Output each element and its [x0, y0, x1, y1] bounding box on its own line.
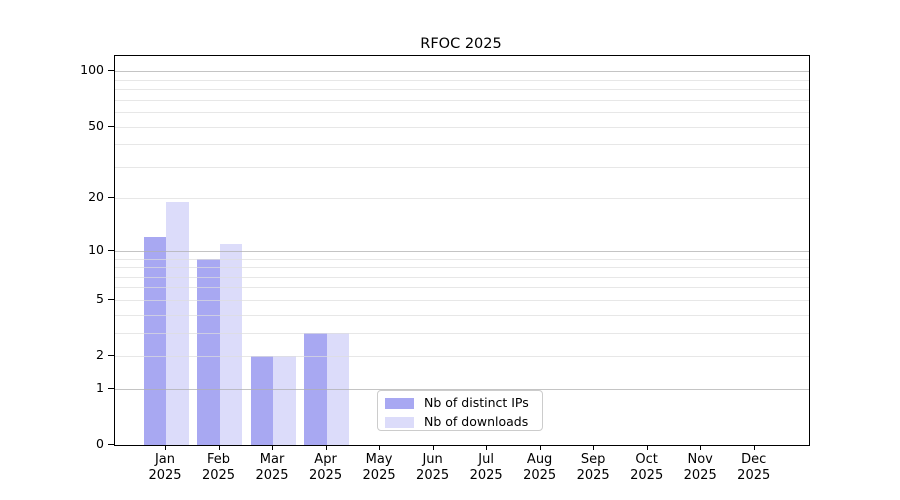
bar-dl-mar [273, 356, 296, 445]
x-tick-label-aug: Aug 2025 [508, 452, 572, 483]
y-tick-20 [108, 197, 114, 199]
x-tick-sep [593, 445, 595, 450]
x-label-month: Mar [259, 452, 285, 467]
x-tick-label-dec: Dec 2025 [722, 452, 786, 483]
x-tick-feb [218, 445, 220, 450]
gridline-y-50 [115, 126, 809, 128]
y-tick-50 [108, 125, 114, 127]
x-label-month: Dec [741, 452, 767, 467]
legend-label-distinct-ips: Nb of distinct IPs [424, 395, 529, 410]
x-tick-dec [753, 445, 755, 450]
legend: Nb of distinct IPs Nb of downloads [377, 390, 543, 431]
y-tick-label-20: 20 [88, 189, 104, 205]
y-tick-label-100: 100 [80, 62, 104, 78]
legend-swatch-distinct-ips [385, 397, 414, 409]
legend-swatch-downloads [385, 416, 414, 428]
y-tick-label-0: 0 [96, 436, 104, 451]
y-tick-100 [108, 70, 114, 72]
bar-ips-jan [143, 237, 166, 445]
y-tick-1 [108, 387, 114, 389]
y-tick-label-5: 5 [96, 290, 104, 306]
gridline-y-20 [115, 198, 809, 200]
gridline-y-major-10 [115, 250, 809, 252]
gridline-y-8 [115, 267, 809, 269]
gridline-y-5 [115, 299, 809, 301]
x-label-year: 2025 [201, 467, 236, 483]
x-label-year: 2025 [683, 467, 717, 483]
x-tick-label-mar: Mar 2025 [240, 452, 304, 483]
y-tick-2 [108, 355, 114, 357]
x-label-month: Jan [154, 452, 176, 467]
bar-dl-feb [219, 243, 243, 445]
gridline-y-30 [115, 166, 809, 168]
x-tick-label-jul: Jul 2025 [454, 452, 518, 483]
y-tick-label-1: 1 [96, 379, 104, 395]
legend-item-distinct-ips: Nb of distinct IPs [385, 395, 540, 411]
y-tick-5 [108, 298, 114, 300]
x-label-year: 2025 [523, 467, 557, 483]
x-label-month: Feb [207, 452, 231, 467]
y-tick-0 [108, 444, 114, 445]
x-label-month: Jun [422, 452, 443, 467]
y-tick-10 [108, 249, 114, 251]
x-label-month: Jul [478, 452, 494, 467]
gridline-y-40 [115, 144, 809, 146]
x-tick-label-sep: Sep 2025 [561, 452, 625, 483]
x-tick-label-may: May 2025 [347, 452, 411, 483]
gridline-y-70 [115, 99, 809, 101]
x-tick-nov [700, 445, 702, 450]
x-tick-aug [539, 445, 541, 450]
x-tick-label-jan: Jan 2025 [133, 452, 197, 483]
x-tick-oct [646, 445, 648, 450]
x-tick-mar [272, 445, 274, 450]
x-label-year: 2025 [362, 467, 396, 483]
chart-title: RFOC 2025 [420, 36, 502, 52]
x-tick-label-nov: Nov 2025 [668, 452, 732, 483]
x-tick-jul [486, 445, 488, 450]
x-tick-apr [325, 445, 327, 450]
x-tick-label-apr: Apr 2025 [294, 452, 358, 483]
gridline-y-3 [115, 332, 809, 334]
x-label-year: 2025 [148, 467, 182, 483]
x-tick-label-feb: Feb 2025 [187, 452, 251, 483]
x-label-month: Nov [687, 452, 713, 467]
gridline-y-major-1 [115, 388, 809, 390]
gridline-y-80 [115, 89, 809, 91]
x-label-month: Sep [580, 452, 606, 467]
y-tick-label-10: 10 [88, 241, 104, 257]
x-label-month: Oct [635, 452, 658, 467]
gridline-y-6 [115, 287, 809, 289]
bar-dl-jan [166, 202, 189, 445]
bar-ips-mar [250, 356, 274, 445]
gridline-y-2 [115, 356, 809, 358]
x-label-month: Apr [314, 452, 337, 467]
x-tick-jan [165, 445, 166, 450]
gridline-y-4 [115, 314, 809, 316]
gridline-y-7 [115, 276, 809, 278]
y-tick-label-50: 50 [88, 117, 104, 133]
x-label-year: 2025 [255, 467, 289, 483]
gridline-y-60 [115, 112, 809, 114]
x-label-year: 2025 [737, 467, 771, 483]
x-tick-may [379, 445, 381, 450]
gridline-y-9 [115, 258, 809, 260]
x-tick-label-oct: Oct 2025 [615, 452, 679, 483]
plot-area [114, 55, 810, 446]
x-tick-label-jun: Jun 2025 [401, 452, 465, 483]
x-label-year: 2025 [469, 467, 503, 483]
gridline-y-major-100 [115, 71, 809, 73]
x-label-year: 2025 [416, 467, 450, 483]
x-label-month: May [365, 452, 393, 467]
x-tick-jun [432, 445, 434, 450]
legend-item-downloads: Nb of downloads [385, 414, 540, 430]
y-tick-label-2: 2 [96, 347, 104, 363]
x-label-year: 2025 [309, 467, 343, 483]
x-label-year: 2025 [630, 467, 664, 483]
gridline-y-90 [115, 79, 809, 81]
x-label-year: 2025 [576, 467, 610, 483]
legend-label-downloads: Nb of downloads [424, 414, 529, 429]
bar-ips-feb [197, 258, 220, 445]
x-label-month: Aug [526, 452, 553, 467]
